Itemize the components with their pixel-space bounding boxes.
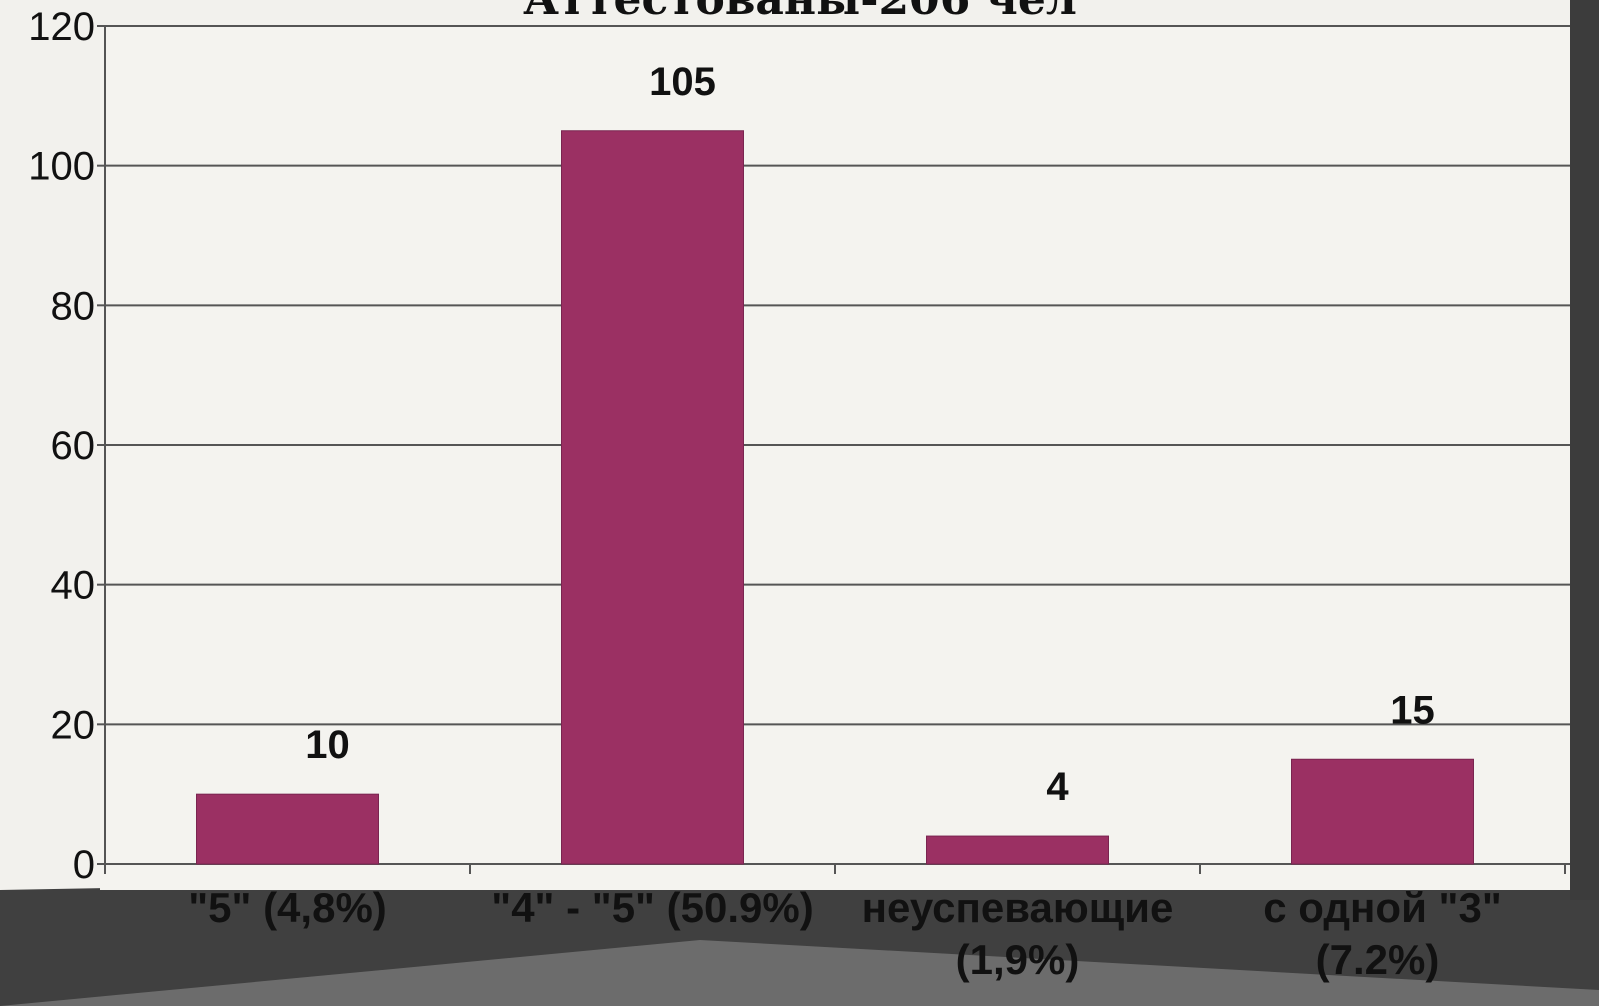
data-label: 105: [649, 60, 716, 104]
y-tick-label: 60: [51, 424, 96, 468]
x-axis-labels: "5" (4,8%) "4" - "5" (50.9%) неуспевающие(…: [188, 884, 1502, 983]
y-tick-label: 100: [28, 145, 95, 189]
data-label: 15: [1390, 688, 1435, 732]
x-category-label: неуспевающие (1,9%): [862, 884, 1174, 983]
slide-right-edge: [1570, 0, 1599, 900]
y-tick-label: 80: [51, 284, 96, 328]
bar: [196, 793, 379, 865]
x-category-label: с одной "3" (7.2%): [1263, 884, 1502, 983]
y-axis-ticks: 0 20 40 60 80 100 120: [28, 5, 95, 887]
bar: [926, 835, 1109, 865]
chart-title: Аттестованы-206 чел: [300, 0, 1300, 22]
data-label: 10: [305, 723, 350, 767]
y-tick-label: 0: [73, 843, 95, 887]
bar: [561, 130, 744, 865]
bars: [196, 130, 1474, 865]
x-category-label: "4" - "5" (50.9%): [491, 884, 813, 931]
slide-light-swoosh: [0, 940, 1599, 1006]
data-label: 4: [1046, 765, 1069, 809]
plot-area: [100, 25, 1570, 890]
y-tick-label: 40: [51, 564, 96, 608]
y-tick-label: 20: [51, 703, 96, 747]
x-category-label: "5" (4,8%): [188, 884, 387, 931]
bar: [1291, 758, 1474, 865]
data-labels: 10 105 4 15: [305, 60, 1435, 809]
y-tick-label: 120: [28, 5, 95, 49]
